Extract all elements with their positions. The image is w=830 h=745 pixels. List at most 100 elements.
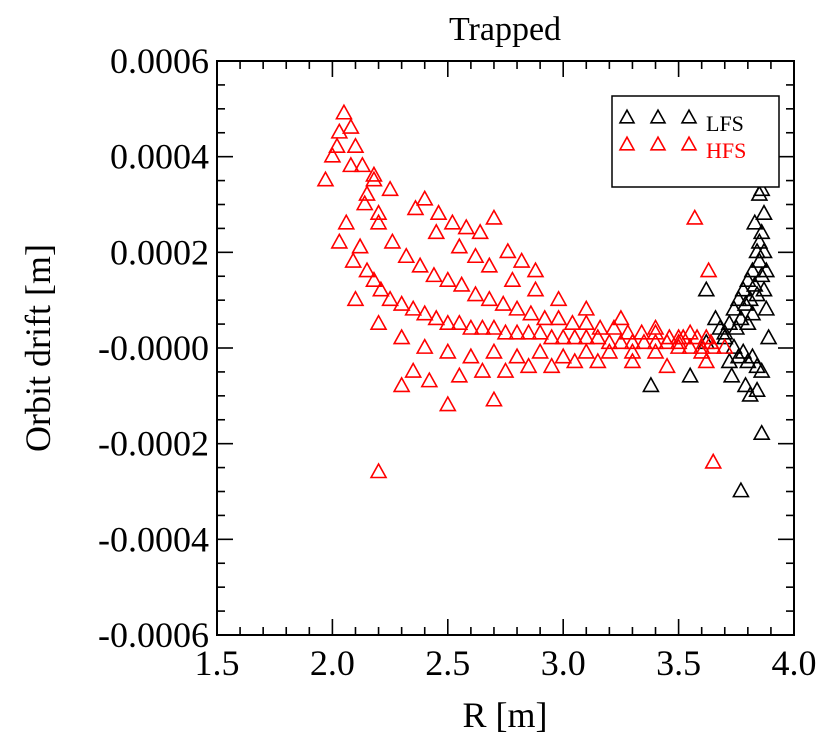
data-point-hfs [480,256,499,273]
data-point-lfs [755,280,773,297]
data-point-hfs [526,261,545,278]
data-point-hfs [618,323,637,340]
points-layer [316,103,778,498]
legend-hfs-markers [618,135,698,151]
data-point-hfs [549,309,568,326]
data-point-hfs [531,323,549,340]
data-point-lfs [706,309,725,326]
data-point-hfs [443,213,462,230]
data-point-lfs [697,280,716,297]
data-point-hfs [591,318,609,335]
data-point-hfs [323,146,342,163]
data-point-hfs [471,223,489,240]
data-point-hfs [344,251,363,268]
data-point-lfs [755,204,773,220]
y-tick-label: 0.0004 [110,137,209,177]
y-tick-labels: -0.0006 -0.0004 -0.0002 -0.0000 0.0002 0.0004… [98,41,209,655]
data-point-hfs [685,208,704,225]
data-point-hfs [519,323,538,340]
series-lfs [642,180,778,498]
data-point-hfs [563,314,582,331]
data-point-hfs [355,194,374,211]
x-tick-label: 3.5 [656,643,701,683]
data-point-hfs [600,333,619,350]
data-point-hfs [646,333,665,350]
data-point-hfs [577,299,596,316]
data-point-hfs [358,261,376,278]
data-point-hfs [542,328,561,345]
data-point-hfs [346,137,365,154]
data-point-hfs [554,347,573,364]
data-point-hfs [498,242,517,259]
y-axis-label: Orbit drift [m] [18,244,58,452]
y-tick-label: -0.0000 [98,328,209,368]
data-point-lfs [734,280,753,297]
data-point-hfs [503,271,522,287]
data-point-hfs [392,294,411,311]
data-point-lfs [750,232,769,249]
data-point-hfs [669,333,688,350]
data-point-hfs [522,304,540,321]
data-point-hfs [669,328,688,345]
x-tick-label: 2.5 [425,643,470,683]
data-point-hfs [438,314,457,331]
x-tick-label: 3.0 [541,643,586,683]
data-point-lfs [738,352,757,369]
data-point-hfs [577,342,596,359]
data-point-lfs [752,361,771,378]
data-point-hfs [494,294,513,311]
data-point-lfs [752,424,771,441]
data-point-lfs [727,318,746,335]
data-point-lfs [738,314,757,331]
y-tick-label: -0.0002 [98,424,209,464]
legend: LFS HFS [611,95,780,188]
legend-marker [680,135,698,151]
data-point-hfs [404,361,423,378]
data-point-hfs [365,165,383,182]
data-point-lfs [757,299,776,316]
data-point-hfs [646,342,665,359]
data-point-hfs [600,342,619,359]
data-point-lfs [745,213,764,230]
data-point-hfs [623,352,642,369]
data-point-hfs [330,122,349,139]
data-point-lfs [725,337,743,354]
data-point-hfs [372,280,390,297]
data-point-hfs [473,318,492,335]
x-tick-label: 1.5 [195,643,240,683]
legend-box [611,95,780,188]
data-point-hfs [632,323,651,340]
data-point-hfs [353,156,372,173]
data-point-hfs [397,247,416,264]
data-point-hfs [485,390,503,407]
data-point-hfs [681,323,699,340]
data-point-lfs [725,299,743,316]
data-point-hfs [526,280,545,297]
data-point-hfs [365,170,383,187]
data-point-hfs [480,290,499,307]
x-axis-label: R [m] [463,695,548,735]
ticks-layer [216,60,795,636]
data-point-hfs [588,328,607,345]
data-point-lfs [743,347,762,364]
data-point-hfs [415,337,434,354]
legend-marker [680,108,698,124]
data-point-hfs [485,208,503,225]
data-point-lfs [736,376,755,393]
data-point-lfs [715,328,734,345]
data-point-hfs [565,328,584,345]
data-point-hfs [535,309,554,326]
data-point-lfs [722,366,741,383]
data-point-lfs [750,251,769,268]
data-point-hfs [427,223,446,240]
data-point-hfs [646,323,665,340]
data-point-hfs [496,361,515,378]
chart-title: Trapped [449,11,561,48]
data-point-hfs [588,352,607,369]
data-point-lfs [741,385,760,402]
data-point-hfs [508,299,526,316]
data-point-hfs [415,304,434,321]
data-point-hfs [473,361,492,378]
data-point-hfs [383,232,402,249]
data-point-hfs [715,337,734,354]
